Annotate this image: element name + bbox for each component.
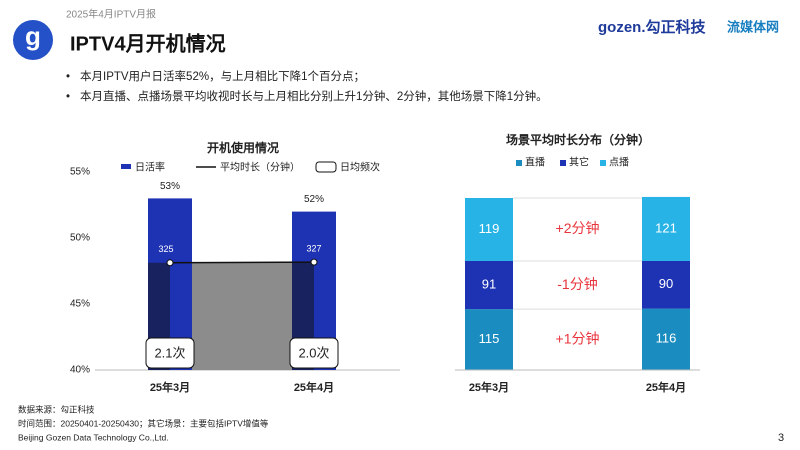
legend-label: 直播 [525,156,545,169]
data-label: 91 [482,276,496,291]
legend-swatch [516,160,522,166]
bar-segment [465,309,513,370]
y-tick-label: 40% [70,365,90,376]
bar-segment [465,260,513,310]
brand-logo: gozen.勾正科技 [598,18,706,36]
partner-logo: 流媒体网 [727,19,779,34]
y-tick-label: 55% [70,167,90,178]
legend-swatch [600,160,606,166]
data-label: 325 [158,244,173,254]
legend-swatch [315,161,337,173]
legend-label: 点播 [609,156,629,169]
bullet: • [66,91,70,103]
line-point [310,258,318,266]
page-number: 3 [778,432,784,444]
logo-circle [13,20,53,60]
data-label: 52% [304,194,324,205]
bar-segment [465,198,513,261]
y-tick-label: 45% [70,299,90,310]
x-tick-label: 25年3月 [150,380,190,394]
area-band [170,262,314,370]
frequency-box [145,337,195,369]
bullet: • [66,71,70,83]
page-title: IPTV4月开机情况 [70,31,226,55]
legend-label: 日活率 [135,161,165,174]
legend-swatch [560,160,566,166]
data-label: 116 [656,331,677,346]
frequency-box [289,337,339,369]
bullet-text: 本月直播、点播场景平均收视时长与上月相比分别上升1分钟、2分钟，其他场景下降1分… [80,89,548,103]
legend-label: 日均频次 [340,161,380,174]
legend-swatch [121,164,131,169]
line-point [166,259,174,267]
report-label: 2025年4月IPTV月报 [66,8,156,21]
data-label: 115 [479,331,500,346]
data-label: 90 [659,276,673,291]
annotation: -1分钟 [557,276,597,292]
data-label: 121 [655,220,677,235]
x-tick-label: 25年3月 [469,380,509,394]
data-label: 119 [479,221,500,236]
frequency-label: 2.0次 [298,345,329,360]
x-tick-label: 25年4月 [294,380,334,394]
annotation: +2分钟 [556,220,600,236]
data-label: 327 [306,243,321,253]
footer-source: 数据来源：勾正科技 [18,404,95,414]
legend-label: 平均时长（分钟） [220,161,300,174]
footer-range: 时间范围：20250401-20250430；其它场景：主要包括IPTV增值等 [18,418,269,428]
data-label: 53% [160,181,180,192]
annotation: +1分钟 [556,330,600,346]
x-tick-label: 25年4月 [646,380,686,394]
chart-title: 开机使用情况 [207,140,279,155]
y-tick-label: 50% [70,233,90,244]
footer-company: Beijing Gozen Data Technology Co.,Ltd. [18,432,169,442]
logo-letter: g [25,21,41,51]
bar-segment [642,196,690,261]
bullet-text: 本月IPTV用户日活率52%，与上月相比下降1个百分点； [80,69,365,83]
bar-segment [642,260,690,309]
legend-label: 其它 [569,156,589,169]
bar-segment [642,308,690,370]
chart-title: 场景平均时长分布（分钟） [506,132,650,147]
line [169,261,315,264]
frequency-label: 2.1次 [154,345,185,360]
